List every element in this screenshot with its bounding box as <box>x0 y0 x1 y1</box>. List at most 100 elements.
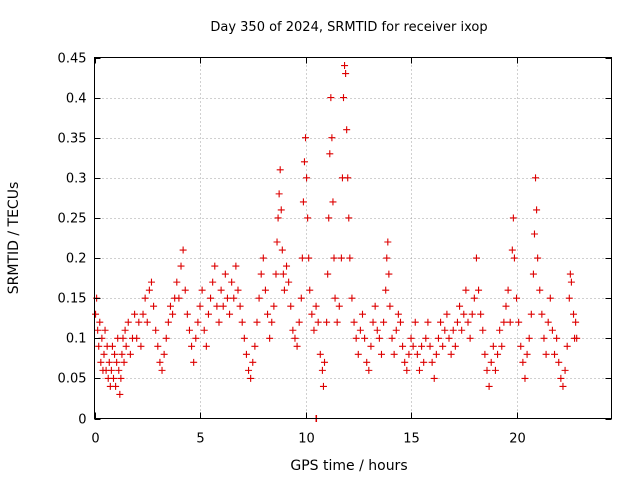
data-point <box>240 334 248 342</box>
data-point <box>118 350 126 358</box>
data-point <box>302 134 310 142</box>
data-point <box>169 310 177 318</box>
data-point <box>551 350 559 358</box>
data-point <box>430 374 438 382</box>
data-point <box>342 70 350 78</box>
data-point <box>329 198 337 206</box>
data-point <box>443 310 451 318</box>
data-point <box>462 286 470 294</box>
data-point <box>274 214 282 222</box>
data-point <box>190 358 198 366</box>
data-point <box>251 342 259 350</box>
x-axis-label: GPS time / hours <box>290 458 407 474</box>
data-point <box>230 294 238 302</box>
data-point <box>217 286 225 294</box>
data-point <box>335 302 343 310</box>
data-point <box>352 334 360 342</box>
data-point <box>570 310 578 318</box>
data-point <box>403 366 411 374</box>
data-point <box>563 342 571 350</box>
data-point <box>291 334 299 342</box>
data-point <box>432 350 440 358</box>
data-point <box>319 382 327 390</box>
data-point <box>483 366 491 374</box>
data-point <box>350 318 358 326</box>
data-point <box>385 270 393 278</box>
data-point <box>259 254 267 262</box>
data-point <box>496 326 504 334</box>
data-point <box>384 238 392 246</box>
data-point <box>131 310 139 318</box>
data-point <box>255 294 263 302</box>
data-point <box>196 302 204 310</box>
data-point <box>141 294 149 302</box>
x-tick-label: 0 <box>91 432 99 447</box>
data-point <box>517 342 525 350</box>
data-point <box>523 350 531 358</box>
data-point <box>177 262 185 270</box>
data-point <box>536 286 544 294</box>
data-point <box>409 342 417 350</box>
data-point <box>111 350 119 358</box>
data-point <box>92 310 100 318</box>
data-point <box>383 254 391 262</box>
data-point <box>287 302 295 310</box>
y-tick-label: 0.25 <box>58 212 87 227</box>
data-point <box>382 286 390 294</box>
data-point <box>306 286 314 294</box>
data-point <box>485 382 493 390</box>
data-point <box>525 334 533 342</box>
data-point <box>451 342 459 350</box>
data-point <box>498 342 506 350</box>
data-point <box>566 270 574 278</box>
x-tick-label: 15 <box>403 432 420 447</box>
data-point <box>434 334 442 342</box>
data-point <box>546 294 554 302</box>
data-point <box>318 366 326 374</box>
data-point <box>394 310 402 318</box>
data-point <box>192 334 200 342</box>
data-point <box>441 326 449 334</box>
data-point <box>533 206 541 214</box>
data-point <box>500 318 508 326</box>
data-point <box>156 358 164 366</box>
data-point <box>154 342 162 350</box>
data-point <box>310 326 318 334</box>
data-point <box>198 286 206 294</box>
data-point <box>542 350 550 358</box>
data-point <box>94 326 102 334</box>
x-tick-label: 10 <box>298 432 315 447</box>
data-point <box>392 326 400 334</box>
data-point <box>426 342 434 350</box>
data-point <box>314 318 322 326</box>
data-point <box>377 350 385 358</box>
data-point <box>121 326 129 334</box>
data-point <box>494 350 502 358</box>
data-point <box>181 286 189 294</box>
y-tick-label: 0 <box>78 413 86 428</box>
data-point <box>268 318 276 326</box>
data-point <box>343 126 351 134</box>
data-point <box>361 334 369 342</box>
data-point <box>143 318 151 326</box>
data-point <box>327 94 335 102</box>
data-point <box>303 174 311 182</box>
data-point <box>363 358 371 366</box>
data-point <box>300 158 308 166</box>
data-point <box>275 190 283 198</box>
data-point <box>316 350 324 358</box>
y-tick-label: 0.35 <box>58 132 87 147</box>
data-point <box>108 342 116 350</box>
data-point <box>424 318 432 326</box>
data-point <box>185 326 193 334</box>
data-point <box>105 358 113 366</box>
data-point <box>232 262 240 270</box>
data-point <box>458 326 466 334</box>
data-point <box>540 334 548 342</box>
data-point <box>221 270 229 278</box>
data-point <box>253 318 261 326</box>
data-point <box>194 318 202 326</box>
data-point <box>548 326 556 334</box>
data-point <box>456 302 464 310</box>
